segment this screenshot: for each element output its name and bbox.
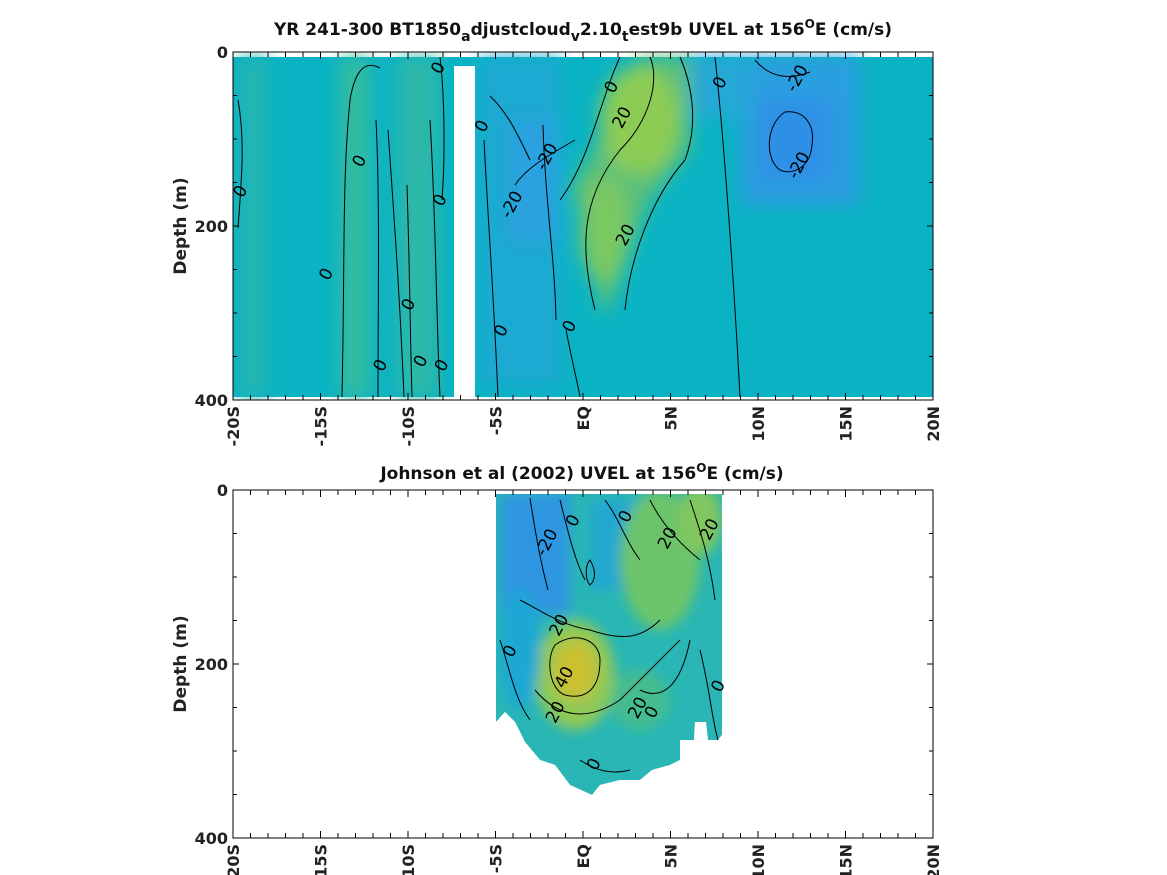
y-tick-label: 200: [195, 217, 228, 236]
bottom-ylabel: Depth (m): [171, 615, 191, 712]
top-ylabel: Depth (m): [171, 177, 191, 274]
x-tick-label: -15S: [312, 844, 331, 875]
bottom-panel-title: Johnson et al (2002) UVEL at 156OE (cm/s…: [379, 461, 783, 484]
bottom-x-axis: -20S -15S -10S -5S EQ 5N 10N 15N 20N: [224, 490, 943, 875]
x-tick-label: 10N: [749, 844, 768, 875]
x-tick-label: -10S: [399, 844, 418, 875]
x-tick-label: 20N: [924, 406, 943, 442]
x-tick-label: EQ: [574, 406, 593, 431]
y-tick-label: 400: [195, 829, 228, 848]
missing-data-strip: [454, 66, 475, 397]
x-tick-label: EQ: [574, 844, 593, 869]
bottom-contours: [499, 497, 719, 773]
x-tick-label: 5N: [662, 844, 681, 869]
y-tick-label: 200: [195, 655, 228, 674]
x-tick-label: -20S: [224, 406, 243, 446]
top-panel: YR 241-300 BT1850adjustcloudv2.10test9b …: [171, 17, 943, 446]
x-tick-label: -5S: [487, 406, 506, 435]
top-y-axis: 0 200 400: [195, 43, 933, 410]
x-tick-label: 5N: [662, 406, 681, 431]
x-tick-label: -5S: [487, 844, 506, 873]
x-tick-label: 20N: [924, 844, 943, 875]
top-contours: [237, 56, 814, 398]
x-tick-label: -10S: [399, 406, 418, 446]
x-tick-label: 10N: [749, 406, 768, 442]
x-tick-label: 15N: [837, 844, 856, 875]
y-tick-label: 400: [195, 391, 228, 410]
x-tick-label: -20S: [224, 844, 243, 875]
y-tick-label: 0: [217, 43, 228, 62]
top-x-axis: -20S -15S -10S -5S EQ 5N 10N 15N 20N: [224, 52, 943, 446]
bottom-panel: Johnson et al (2002) UVEL at 156OE (cm/s…: [171, 461, 943, 875]
bottom-y-axis: 0 200 400: [195, 481, 933, 848]
y-tick-label: 0: [217, 481, 228, 500]
x-tick-label: -15S: [312, 406, 331, 446]
top-panel-title: YR 241-300 BT1850adjustcloudv2.10test9b …: [273, 17, 892, 45]
x-tick-label: 15N: [837, 406, 856, 442]
